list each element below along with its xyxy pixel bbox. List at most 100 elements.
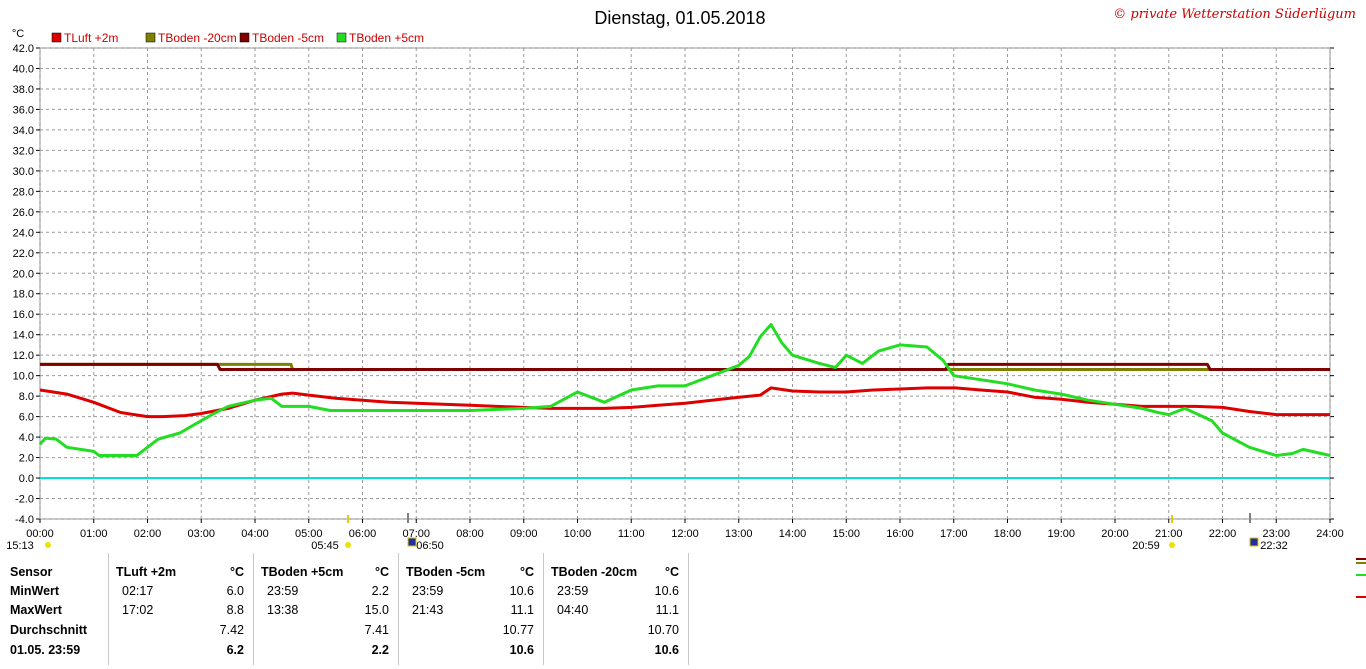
- y-tick-label: 42.0: [13, 43, 34, 55]
- stats-unit-2: °C: [519, 565, 534, 579]
- x-tick-label: 11:00: [618, 528, 645, 540]
- stats-header-0: TLuft +2m: [116, 565, 177, 579]
- marker-label: 15:13: [6, 540, 34, 552]
- stats-unit-0: °C: [229, 565, 244, 579]
- legend-label: TBoden -5cm: [252, 31, 324, 45]
- x-tick-label: 24:00: [1316, 528, 1344, 540]
- row-label-max: MaxWert: [10, 603, 62, 617]
- y-tick-label: 22.0: [13, 248, 34, 260]
- y-tick-label: 36.0: [13, 104, 34, 116]
- y-tick-label: 34.0: [13, 125, 34, 137]
- min-time-2: 23:59: [412, 584, 444, 598]
- x-tick-label: 02:00: [134, 528, 162, 540]
- y-tick-label: 4.0: [19, 432, 34, 444]
- x-tick-label: 20:00: [1101, 528, 1129, 540]
- y-tick-label: 20.0: [13, 268, 34, 280]
- row-label-min: MinWert: [10, 584, 60, 598]
- min-value-0: 6.0: [226, 584, 244, 598]
- marker-label: 05:45: [311, 540, 339, 552]
- max-time-0: 17:02: [122, 603, 154, 617]
- series-line-tboden-5cm: [38, 323, 1331, 457]
- y-tick-label: 28.0: [13, 186, 34, 198]
- sun-icon: [45, 542, 51, 548]
- y-tick-label: 24.0: [13, 227, 34, 239]
- max-time-3: 04:40: [557, 603, 589, 617]
- x-tick-label: 00:00: [26, 528, 54, 540]
- current-value-0: 6.2: [226, 643, 244, 657]
- x-tick-label: 17:00: [940, 528, 968, 540]
- min-value-2: 10.6: [509, 584, 534, 598]
- min-time-3: 23:59: [557, 584, 589, 598]
- y-tick-label: 16.0: [13, 309, 34, 321]
- marker-label: 06:50: [416, 540, 444, 552]
- sun-icon: [1169, 542, 1175, 548]
- y-tick-label: 6.0: [19, 412, 34, 424]
- marker-label: 20:59: [1132, 540, 1160, 552]
- mini-indicator: [1354, 553, 1366, 613]
- y-tick-label: -4.0: [15, 514, 34, 526]
- min-value-1: 2.2: [371, 584, 389, 598]
- legend-swatch: [51, 32, 62, 43]
- stats-header-2: TBoden -5cm: [406, 565, 486, 579]
- x-tick-label: 21:00: [1155, 528, 1183, 540]
- y-tick-label: 18.0: [13, 289, 34, 301]
- moon-icon: [407, 537, 417, 547]
- y-tick-label: 38.0: [13, 84, 34, 96]
- y-tick-label: 26.0: [13, 207, 34, 219]
- x-tick-label: 12:00: [671, 528, 699, 540]
- avg-value-2: 10.77: [502, 623, 534, 637]
- row-label-current: 01.05. 23:59: [10, 643, 81, 657]
- max-value-0: 8.8: [226, 603, 244, 617]
- stats-unit-1: °C: [374, 565, 389, 579]
- x-tick-label: 14:00: [779, 528, 807, 540]
- avg-value-1: 7.41: [364, 623, 389, 637]
- x-tick-label: 18:00: [994, 528, 1022, 540]
- legend-swatch: [336, 32, 347, 43]
- y-tick-label: -2.0: [15, 494, 34, 506]
- x-tick-label: 10:00: [564, 528, 592, 540]
- x-tick-label: 19:00: [1047, 528, 1075, 540]
- legend-swatch: [239, 32, 250, 43]
- row-label-avg: Durchschnitt: [10, 623, 88, 637]
- stats-header-3: TBoden -20cm: [551, 565, 638, 579]
- x-tick-label: 13:00: [725, 528, 753, 540]
- min-time-0: 02:17: [122, 584, 154, 598]
- y-tick-label: 8.0: [19, 391, 34, 403]
- copyright-text: © private Wetterstation Süderlügum: [1113, 7, 1356, 22]
- x-tick-label: 07:00: [402, 528, 430, 540]
- x-tick-label: 06:00: [349, 528, 377, 540]
- y-tick-label: 0.0: [19, 473, 34, 485]
- x-tick-label: 05:00: [295, 528, 323, 540]
- x-tick-label: 01:00: [80, 528, 108, 540]
- sun-icon: [345, 542, 351, 548]
- max-value-1: 15.0: [364, 603, 389, 617]
- stats-unit-3: °C: [664, 565, 679, 579]
- chart-title: Dienstag, 01.05.2018: [594, 8, 765, 28]
- x-tick-label: 16:00: [886, 528, 914, 540]
- stats-label-column: Sensor MinWert MaxWert Durchschnitt 01.0…: [0, 553, 108, 665]
- x-tick-label: 08:00: [456, 528, 484, 540]
- marker-label: 22:32: [1260, 540, 1288, 552]
- max-value-2: 11.1: [510, 603, 534, 617]
- min-time-1: 23:59: [267, 584, 299, 598]
- current-value-2: 10.6: [509, 643, 534, 657]
- moon-icon: [1249, 537, 1259, 547]
- legend-label: TLuft +2m: [64, 31, 118, 45]
- x-tick-label: 09:00: [510, 528, 538, 540]
- x-tick-label: 04:00: [241, 528, 269, 540]
- current-value-3: 10.6: [654, 643, 679, 657]
- y-tick-label: 12.0: [13, 350, 34, 362]
- x-tick-label: 03:00: [187, 528, 215, 540]
- y-tick-label: 32.0: [13, 145, 34, 157]
- max-time-2: 21:43: [412, 603, 444, 617]
- legend-label: TBoden -20cm: [158, 31, 237, 45]
- avg-value-0: 7.42: [219, 623, 244, 637]
- stats-header-1: TBoden +5cm: [261, 565, 344, 579]
- legend-swatch: [145, 32, 156, 43]
- x-tick-label: 23:00: [1262, 528, 1290, 540]
- y-tick-label: 2.0: [19, 453, 34, 465]
- legend-label: TBoden +5cm: [349, 31, 424, 45]
- x-tick-label: 15:00: [832, 528, 860, 540]
- y-axis-unit: °C: [12, 28, 24, 40]
- min-value-3: 10.6: [654, 584, 679, 598]
